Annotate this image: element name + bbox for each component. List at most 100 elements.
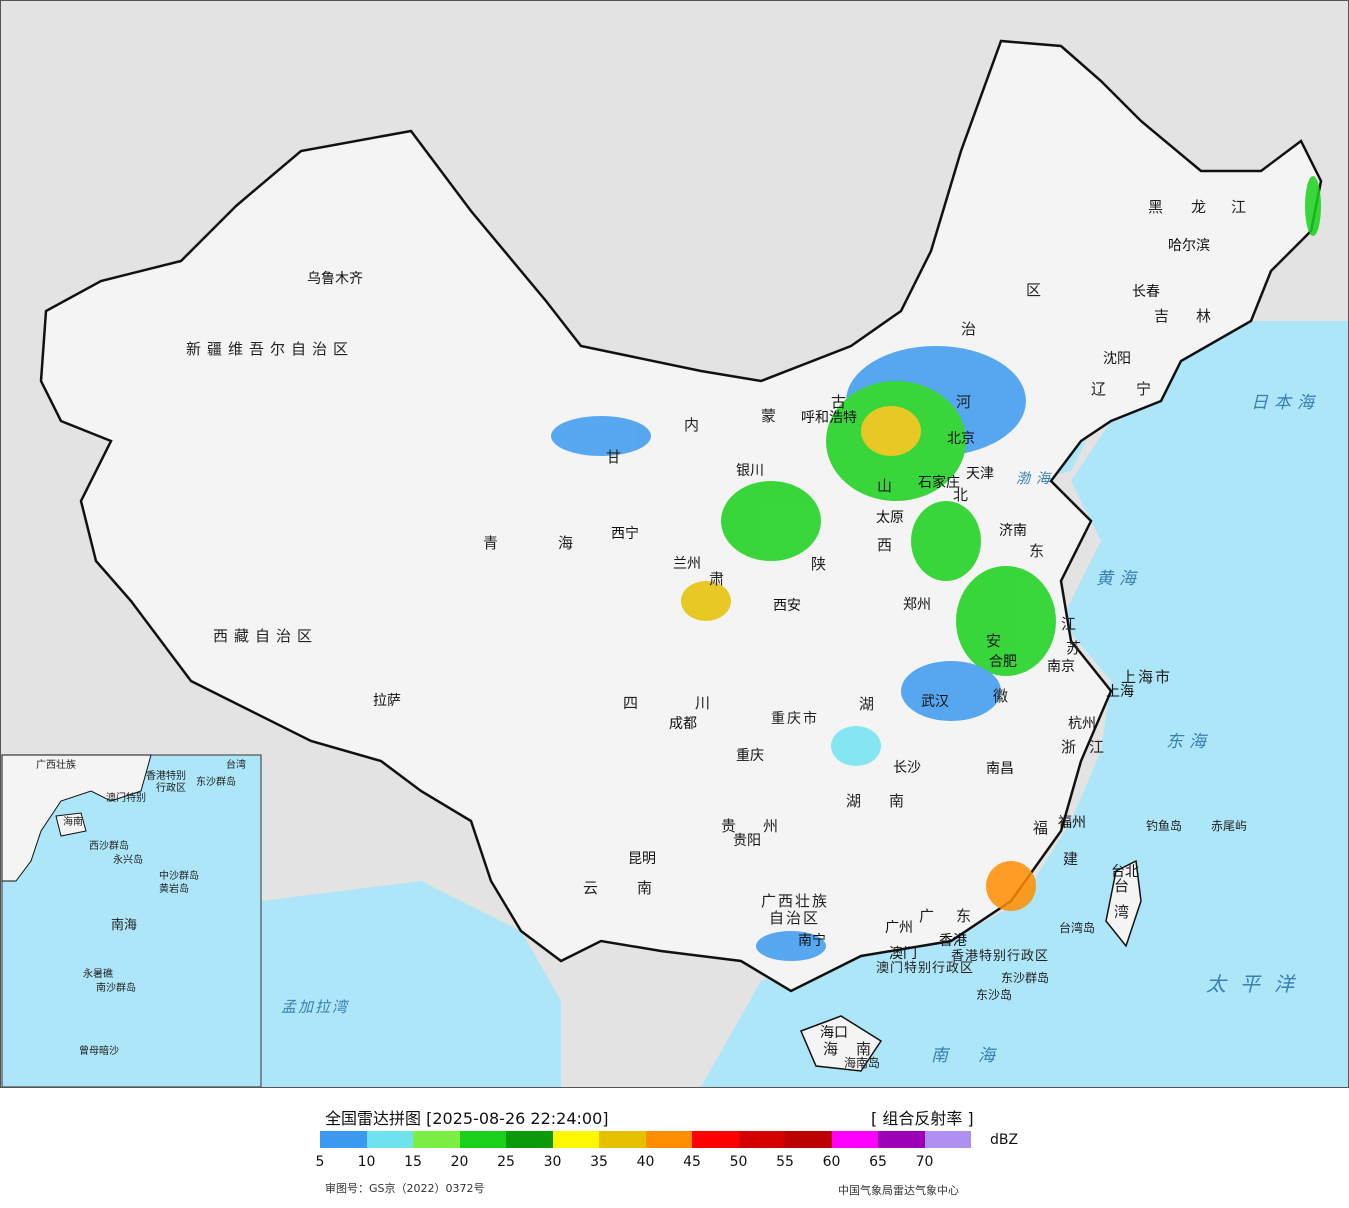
color-swatch xyxy=(320,1131,367,1148)
color-swatch xyxy=(878,1131,925,1148)
label-tai: 台 xyxy=(1114,877,1135,895)
label-hei: 黑 xyxy=(1148,198,1169,216)
inset-zhongsha: 中沙群岛 xyxy=(159,869,199,882)
label-xinjiang: 新疆维吾尔自治区 xyxy=(186,340,354,358)
city-nanchang: 南昌 xyxy=(986,761,1014,777)
label-macao-sar: 澳门特别行政区 xyxy=(876,960,974,976)
label-long: 龙 xyxy=(1191,198,1212,216)
label-gu: 古 xyxy=(831,393,852,411)
color-swatch xyxy=(692,1131,739,1148)
scale-tick-label: 15 xyxy=(404,1154,422,1170)
east-sea-area xyxy=(701,321,1348,1087)
city-kunming: 昆明 xyxy=(628,851,656,867)
color-swatch xyxy=(459,1131,506,1148)
island-taiwan: 台湾岛 xyxy=(1059,920,1095,935)
label-hai: 海 xyxy=(558,534,579,552)
label-fu: 福 xyxy=(1033,819,1054,837)
sea-east: 东海 xyxy=(1166,732,1212,752)
taiwan-island xyxy=(1105,859,1142,948)
city-beijing: 北京 xyxy=(947,431,975,447)
city-wuhan: 武汉 xyxy=(921,694,949,710)
label-nan: 南 xyxy=(889,792,910,810)
color-scale xyxy=(320,1131,971,1148)
inset-yongshu: 永暑礁 xyxy=(83,967,113,980)
label-hu2: 湖 xyxy=(846,792,867,810)
echo-fujian xyxy=(986,861,1036,911)
label-gan: 甘 xyxy=(606,448,627,466)
inset-south-sea: 南海 xyxy=(111,917,137,933)
radar-map: 新疆维吾尔自治区 西藏自治区 青 海 甘 肃 内 蒙 古 治 区 黑 龙 江 吉… xyxy=(0,0,1349,1088)
city-xian: 西安 xyxy=(773,598,801,614)
color-swatch xyxy=(924,1131,971,1148)
label-dong: 东 xyxy=(1029,542,1050,560)
echo-jiangsu-anhui xyxy=(956,566,1056,676)
island-diaoyu: 钓鱼岛 xyxy=(1146,818,1182,833)
color-swatch xyxy=(552,1131,599,1148)
label-tibet: 西藏自治区 xyxy=(213,627,318,645)
sea-south: 南海 xyxy=(931,1046,1025,1066)
city-chongqing: 重庆 xyxy=(736,748,764,764)
scale-tick-label: 55 xyxy=(776,1154,794,1170)
echo-shandong xyxy=(911,501,981,581)
map-canvas: 新疆维吾尔自治区 西藏自治区 青 海 甘 肃 内 蒙 古 治 区 黑 龙 江 吉… xyxy=(1,39,1348,1087)
city-guangzhou: 广州 xyxy=(885,920,913,936)
color-swatch xyxy=(738,1131,785,1148)
color-swatch xyxy=(645,1131,692,1148)
scale-tick-label: 70 xyxy=(915,1154,934,1170)
radar-echoes xyxy=(551,176,1321,961)
color-swatch xyxy=(599,1131,646,1148)
city-hefei: 合肥 xyxy=(989,654,1017,670)
city-fuzhou: 福州 xyxy=(1058,815,1086,831)
echo-gansu xyxy=(551,416,651,456)
label-hai2: 海 xyxy=(823,1040,844,1058)
city-macao: 澳门 xyxy=(889,946,917,962)
label-jian: 建 xyxy=(1063,850,1084,868)
city-changsha: 长沙 xyxy=(893,760,921,776)
scale-tick-label: 20 xyxy=(450,1154,469,1170)
province-labels: 新疆维吾尔自治区 西藏自治区 青 海 甘 肃 内 蒙 古 治 区 黑 龙 江 吉… xyxy=(186,198,1252,1058)
island-dongsha-islands: 东沙群岛 xyxy=(1001,970,1049,985)
inset-sar: 行政区 xyxy=(156,781,186,794)
china-mainland xyxy=(39,39,1323,993)
city-taipei: 台北 xyxy=(1111,864,1139,880)
scale-tick-label: 25 xyxy=(497,1154,515,1170)
label-hui: 徽 xyxy=(993,687,1014,705)
color-scale-ticks: 5 10 15 20 25 30 35 40 45 50 55 60 65 70 xyxy=(316,1154,1020,1174)
legend-title: 全国雷达拼图 [2025-08-26 22:24:00] xyxy=(325,1109,609,1128)
legend-product: [ 组合反射率 ] xyxy=(871,1109,974,1128)
label-guangxi: 广西壮族 xyxy=(761,892,829,910)
scale-tick-label: 40 xyxy=(636,1154,655,1170)
inset-guangxi: 广西壮族 xyxy=(36,758,76,771)
city-nanjing: 南京 xyxy=(1047,659,1075,675)
city-shanghai: 上海 xyxy=(1106,684,1134,700)
label-zhi: 治 xyxy=(961,320,982,338)
inset-hk: 香港特别 xyxy=(146,770,186,782)
color-swatch xyxy=(506,1131,553,1148)
label-su: 肃 xyxy=(709,570,730,588)
scale-tick-label: 65 xyxy=(869,1154,887,1170)
label-shan: 山 xyxy=(877,477,898,495)
city-zhengzhou: 郑州 xyxy=(903,597,931,613)
label-jiang: 江 xyxy=(1231,198,1252,216)
inset-dongsha: 东沙群岛 xyxy=(196,775,236,788)
sea-japan: 日本海 xyxy=(1251,393,1320,413)
city-guiyang: 贵阳 xyxy=(733,833,761,849)
city-nanning: 南宁 xyxy=(798,932,826,949)
label-lin: 林 xyxy=(1196,307,1217,325)
label-chongqing: 重庆市 xyxy=(771,710,819,727)
inset-nansha: 南沙群岛 xyxy=(96,981,136,994)
city-hongkong: 香港 xyxy=(939,933,967,949)
label-nan2: 南 xyxy=(856,1040,877,1058)
city-taiyuan: 太原 xyxy=(876,510,904,526)
city-hohhot: 呼和浩特 xyxy=(801,410,857,426)
label-yun: 云 xyxy=(583,879,604,897)
review-number: 审图号：GS京（2022）0372号 xyxy=(325,1182,485,1195)
label-su2: 苏 xyxy=(1066,639,1087,657)
label-si: 四 xyxy=(623,694,644,712)
legend-panel: 全国雷达拼图 [2025-08-26 22:24:00] [ 组合反射率 ] 5… xyxy=(0,1088,1349,1208)
inset-taiwan: 台湾 xyxy=(226,758,246,771)
label-meng: 蒙 xyxy=(761,407,782,425)
label-an: 安 xyxy=(986,632,1007,650)
label-qing: 青 xyxy=(483,534,504,552)
label-nei: 内 xyxy=(684,416,705,434)
